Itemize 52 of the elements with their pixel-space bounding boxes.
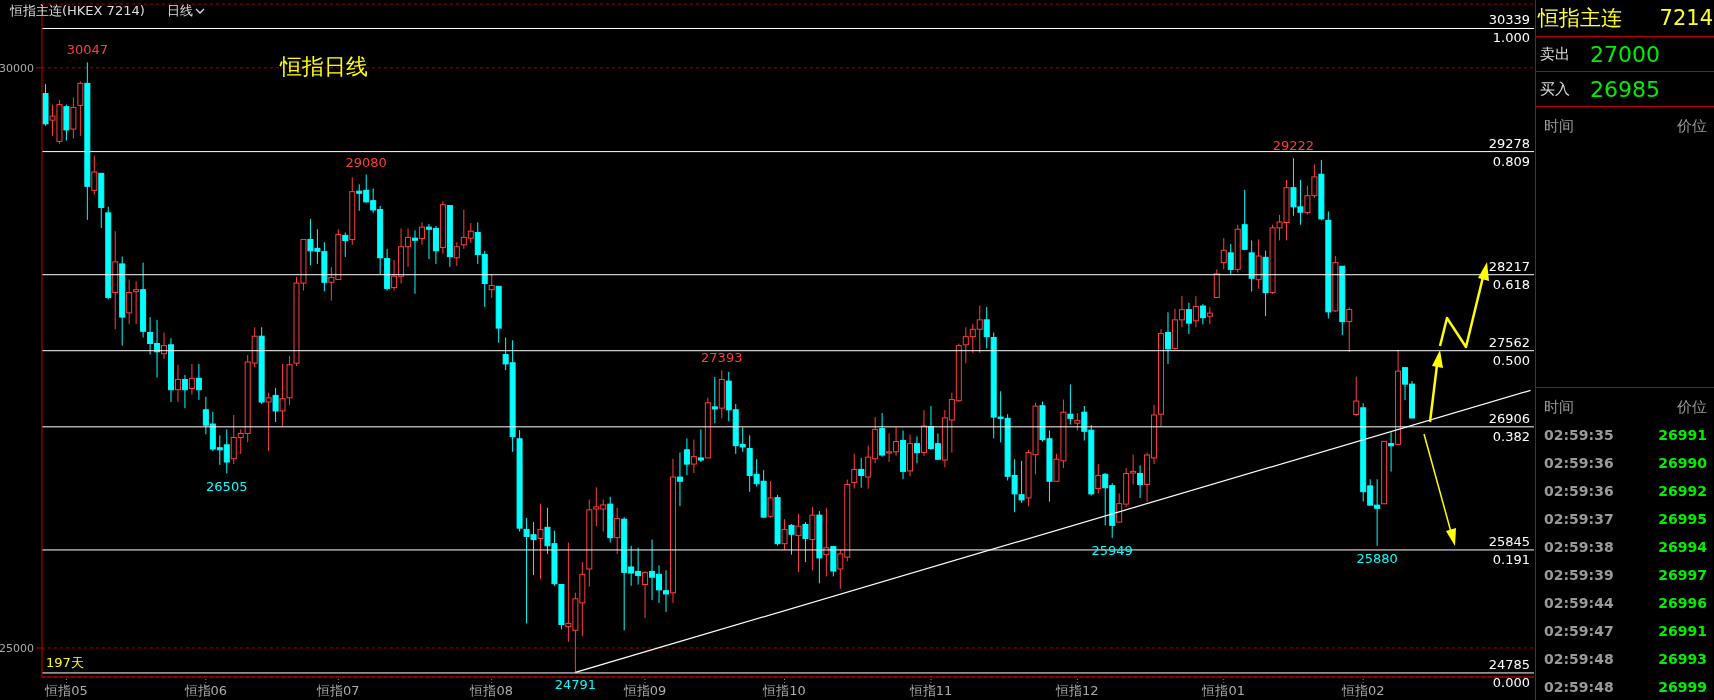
ref-line-label: 27562 bbox=[1488, 334, 1530, 350]
y-tick-label: 30000 bbox=[0, 61, 34, 75]
ref-line-label: 30339 bbox=[1488, 12, 1530, 28]
x-tick-label: 恒指12 bbox=[1055, 683, 1099, 698]
x-tick-label: 恒指01 bbox=[1201, 683, 1246, 698]
annotation: 恒指主连(HKEX 7214) bbox=[10, 2, 145, 20]
annotation: 24791 bbox=[554, 677, 597, 693]
text: 02:59:36 26990 bbox=[1544, 455, 1707, 471]
x-tick-label: 恒指10 bbox=[762, 683, 806, 698]
annotation: 27393 bbox=[701, 350, 743, 366]
annotation: 1.000 bbox=[1492, 30, 1530, 46]
x-tick-label: 恒指11 bbox=[908, 683, 953, 698]
annotation: 0.618 bbox=[1492, 276, 1530, 292]
text: 02:59:47 26991 bbox=[1544, 623, 1707, 639]
annotation: 0.500 bbox=[1492, 352, 1530, 368]
text: 02:59:44 26996 bbox=[1544, 595, 1707, 611]
annotation: 26505 bbox=[206, 478, 248, 494]
text: 恒指主连 7214 bbox=[1538, 6, 1713, 30]
ref-line-label: 24785 bbox=[1488, 656, 1530, 672]
annotation: 30047 bbox=[66, 42, 108, 58]
annotation: 0.382 bbox=[1492, 428, 1530, 444]
ref-line-label: 25845 bbox=[1488, 533, 1530, 549]
text: 恒指日线 bbox=[280, 53, 368, 81]
text: 02:59:36 26992 bbox=[1544, 483, 1707, 499]
x-tick-label: 恒指06 bbox=[183, 683, 228, 698]
annotation: 29222 bbox=[1272, 138, 1315, 154]
x-tick-label: 恒指09 bbox=[622, 683, 667, 698]
x-tick-label: 恒指05 bbox=[44, 683, 88, 698]
annotation: 0.000 bbox=[1492, 674, 1530, 690]
text: 02:59:39 26997 bbox=[1544, 567, 1707, 583]
text: 时间 价位 bbox=[1544, 117, 1707, 135]
x-tick-label: 恒指02 bbox=[1340, 683, 1385, 698]
annotation: 0.809 bbox=[1492, 153, 1530, 169]
text: 02:59:48 26993 bbox=[1544, 651, 1707, 667]
annotation: 0.191 bbox=[1492, 551, 1530, 567]
annotation: 25880 bbox=[1356, 551, 1398, 567]
text: 02:59:38 26994 bbox=[1544, 539, 1707, 555]
text: 02:59:35 26991 bbox=[1544, 427, 1707, 443]
text: 卖出 27000 bbox=[1540, 41, 1660, 67]
ref-line-label: 28217 bbox=[1488, 258, 1530, 274]
x-tick-label: 恒指07 bbox=[316, 683, 360, 698]
x-tick-label: 恒指08 bbox=[469, 683, 513, 698]
annotation: 197天 bbox=[46, 654, 84, 672]
annotation: 日线 bbox=[166, 2, 194, 20]
y-tick-label: 25000 bbox=[0, 641, 34, 655]
ref-line-label: 26906 bbox=[1488, 410, 1530, 426]
text: 02:59:48 26999 bbox=[1544, 679, 1707, 695]
ref-line-label: 29278 bbox=[1488, 135, 1530, 151]
text: 时间 价位 bbox=[1544, 398, 1707, 416]
text: 买入 26985 bbox=[1540, 76, 1660, 102]
text: 02:59:37 26995 bbox=[1544, 511, 1707, 527]
annotation: 29080 bbox=[345, 154, 387, 170]
